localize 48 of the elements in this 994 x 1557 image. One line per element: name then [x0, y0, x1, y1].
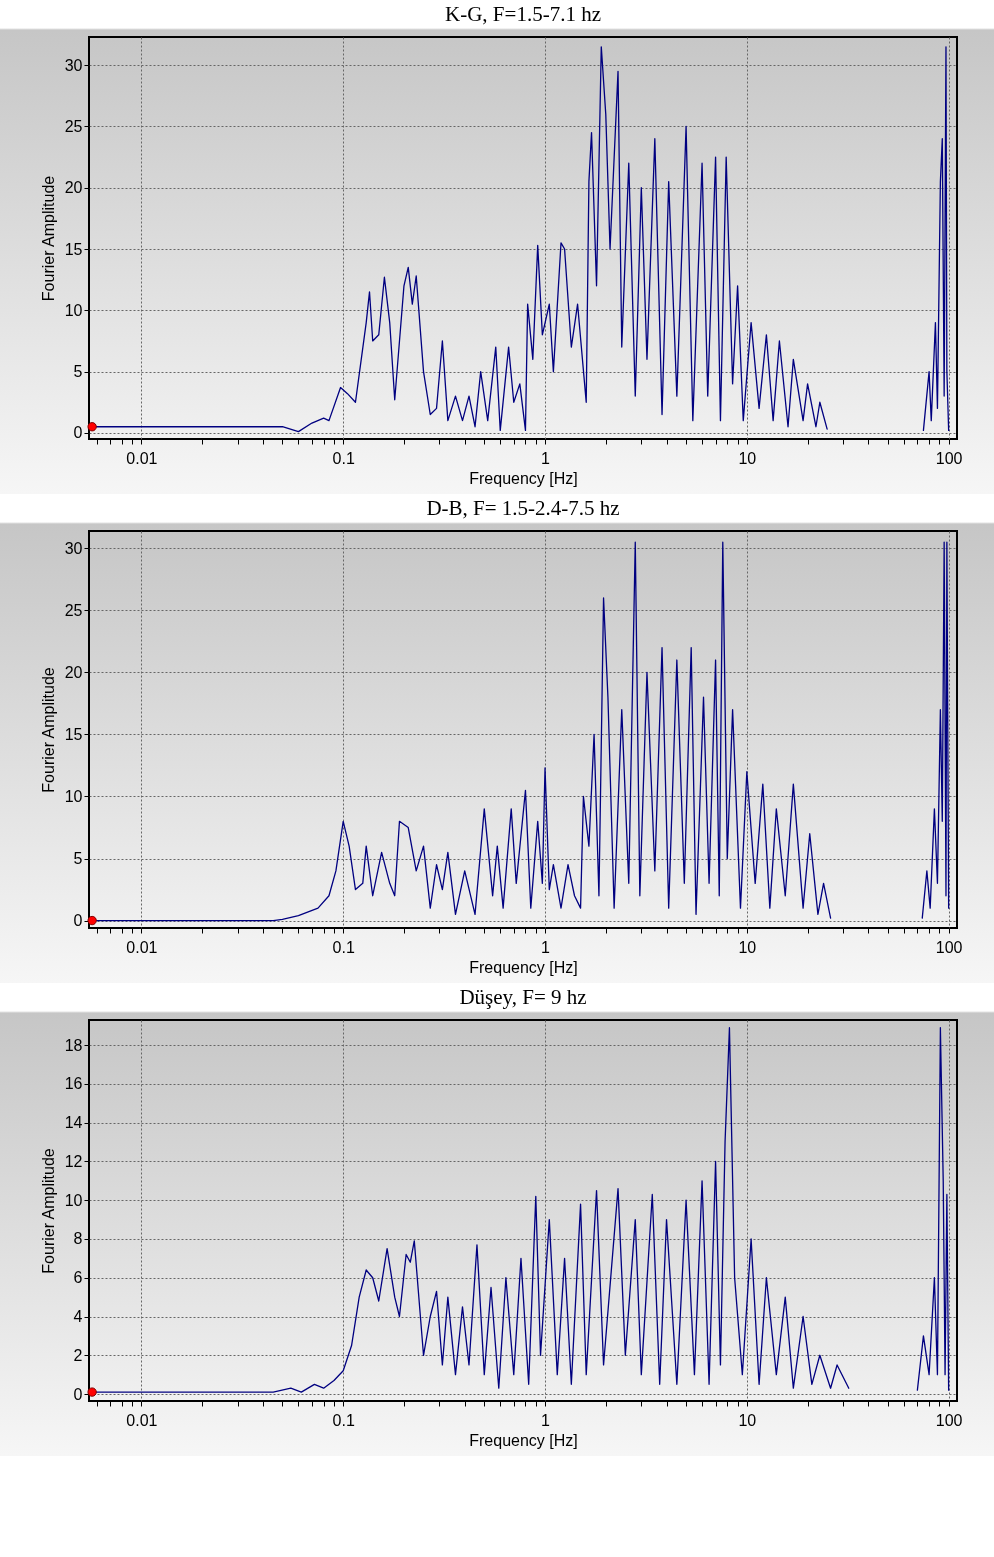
- y-tick-label: 18: [64, 1036, 83, 1054]
- y-tick-label: 0: [73, 424, 83, 442]
- x-tick-label: 0.1: [332, 938, 355, 956]
- x-tick-label: 0.01: [126, 938, 158, 956]
- y-tick-label: 0: [73, 1385, 83, 1403]
- y-axis-title: Fourier Amplitude: [39, 667, 57, 793]
- y-tick-label: 14: [64, 1114, 83, 1132]
- x-axis-title: Frequency [Hz]: [469, 469, 578, 487]
- x-tick-label: 0.01: [126, 1411, 158, 1429]
- x-tick-label: 0.1: [332, 449, 355, 467]
- x-tick-label: 100: [935, 449, 963, 467]
- y-tick-label: 30: [64, 539, 83, 557]
- y-tick-label: 20: [64, 663, 83, 681]
- y-axis-title: Fourier Amplitude: [39, 175, 57, 302]
- y-tick-label: 16: [64, 1075, 83, 1093]
- y-tick-label: 2: [73, 1346, 83, 1364]
- y-tick-label: 5: [73, 363, 83, 381]
- x-tick-label: 0.01: [126, 449, 158, 467]
- y-tick-label: 10: [64, 787, 83, 805]
- x-tick-label: 10: [738, 449, 757, 467]
- x-tick-label: 100: [935, 938, 963, 956]
- y-tick-label: 6: [73, 1269, 83, 1287]
- y-tick-label: 25: [64, 117, 83, 135]
- x-tick-label: 10: [738, 938, 757, 956]
- x-tick-label: 1: [541, 1411, 551, 1429]
- y-tick-label: 0: [73, 912, 83, 930]
- y-tick-label: 8: [73, 1230, 83, 1248]
- chart-title: Düşey, F= 9 hz: [459, 985, 587, 1009]
- y-tick-label: 15: [64, 240, 83, 258]
- x-tick-label: 10: [738, 1411, 757, 1429]
- y-tick-label: 10: [64, 1191, 83, 1209]
- chart-title: D-B, F= 1.5-2.4-7.5 hz: [426, 496, 620, 520]
- x-tick-label: 1: [541, 449, 551, 467]
- y-tick-label: 5: [73, 850, 83, 868]
- x-tick-label: 0.1: [332, 1411, 355, 1429]
- y-tick-label: 15: [64, 725, 83, 743]
- y-tick-label: 4: [73, 1308, 83, 1326]
- chart-title: K-G, F=1.5-7.1 hz: [445, 2, 601, 26]
- x-axis-title: Frequency [Hz]: [469, 958, 578, 976]
- y-axis-title: Fourier Amplitude: [39, 1148, 57, 1274]
- x-axis-title: Frequency [Hz]: [469, 1431, 578, 1449]
- y-tick-label: 10: [64, 301, 83, 319]
- y-tick-label: 12: [64, 1152, 83, 1170]
- y-tick-label: 20: [64, 179, 83, 197]
- y-tick-label: 30: [64, 56, 83, 74]
- x-tick-label: 1: [541, 938, 551, 956]
- x-tick-label: 100: [935, 1411, 963, 1429]
- y-tick-label: 25: [64, 601, 83, 619]
